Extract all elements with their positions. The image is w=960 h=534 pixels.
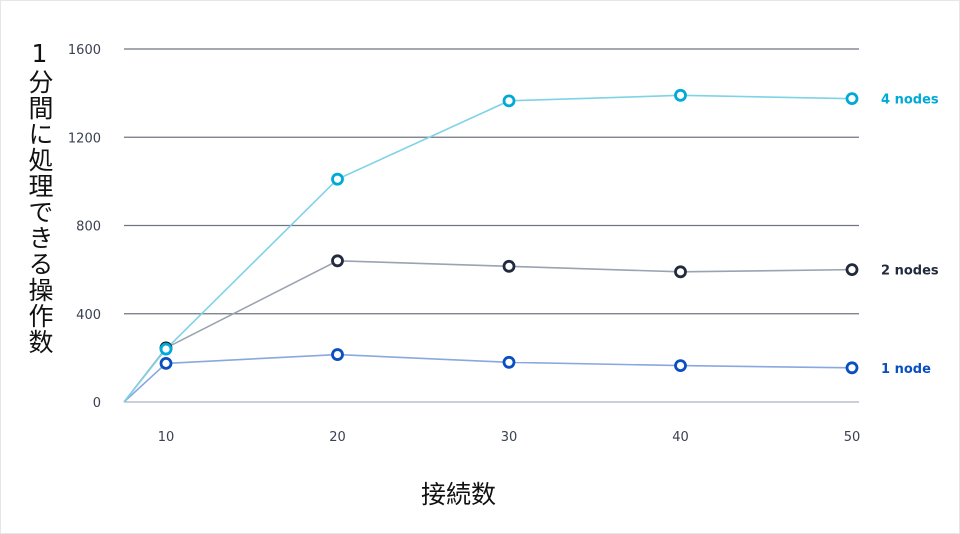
y-axis-label: 1分間に処理できる操作数 — [25, 39, 54, 355]
y-tick-label-1600: 1600 — [68, 43, 101, 58]
x-tick-label-10: 10 — [158, 430, 175, 445]
x-tick-label-20: 20 — [329, 430, 346, 445]
series-points — [159, 88, 859, 375]
data-point-1-node-30 — [502, 355, 516, 369]
series-line-4-nodes — [123, 94, 853, 403]
y-tick-label-1200: 1200 — [68, 131, 101, 146]
x-axis-label: 接続数 — [421, 480, 497, 509]
series-lines — [123, 94, 853, 403]
x-tick-label-30: 30 — [501, 430, 518, 445]
data-point-4-nodes-30 — [502, 94, 516, 108]
y-tick-label-800: 800 — [76, 220, 101, 235]
data-point-2-nodes-30 — [502, 259, 516, 273]
data-point-1-node-10 — [159, 356, 173, 370]
y-tick-labels: 0 400 800 1200 1600 — [68, 43, 101, 411]
series-label-2-nodes: 2 nodes — [881, 264, 939, 279]
series-labels: 1 node 2 nodes 4 nodes — [881, 93, 939, 377]
x-tick-label-50: 50 — [844, 430, 861, 445]
data-point-2-nodes-20 — [331, 254, 344, 268]
data-point-1-node-20 — [331, 348, 344, 361]
y-tick-label-0: 0 — [93, 396, 101, 411]
y-tick-label-400: 400 — [76, 308, 101, 323]
x-tick-labels: 10 20 30 40 50 — [158, 430, 861, 445]
data-point-4-nodes-20 — [331, 172, 344, 186]
series-line-1-node — [123, 353, 853, 403]
data-point-2-nodes-50 — [845, 263, 859, 277]
series-label-4-nodes: 4 nodes — [881, 93, 939, 108]
x-tick-label-40: 40 — [672, 430, 689, 445]
data-point-2-nodes-40 — [674, 265, 687, 279]
data-point-4-nodes-50 — [845, 92, 859, 106]
series-label-1-node: 1 node — [881, 362, 931, 377]
data-point-4-nodes-40 — [674, 88, 687, 102]
data-point-4-nodes-10 — [159, 342, 173, 356]
data-point-1-node-50 — [845, 361, 859, 375]
data-point-1-node-40 — [674, 359, 687, 372]
grid-lines — [124, 48, 859, 403]
